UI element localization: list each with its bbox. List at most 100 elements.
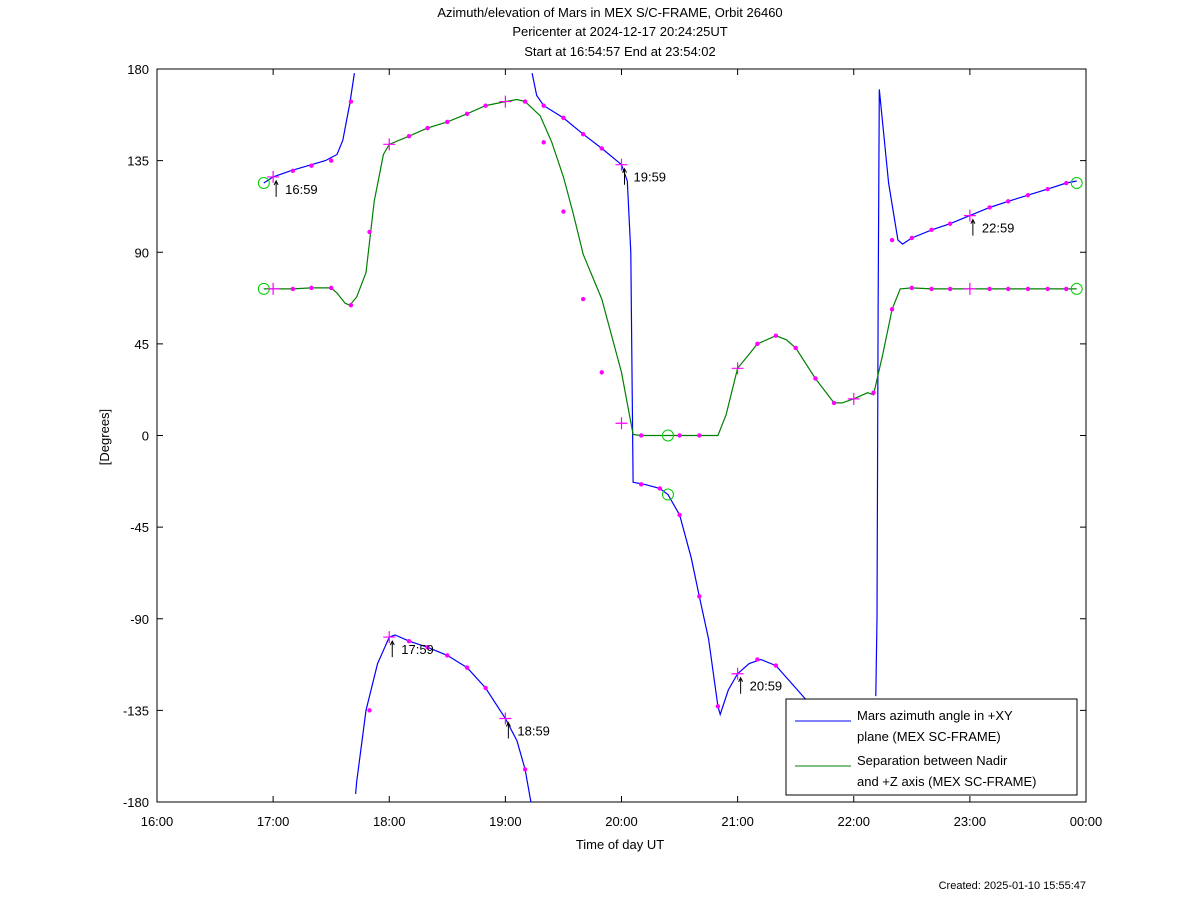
data-point-dot (773, 663, 779, 668)
annotation-label: 20:59 (750, 679, 783, 694)
data-point-dot (813, 376, 818, 381)
data-point-dot (580, 131, 586, 137)
data-point-dot (677, 433, 682, 438)
legend-box (785, 698, 1078, 796)
data-point-dot (909, 285, 915, 291)
data-point-dot (599, 146, 604, 151)
data-point-dot (541, 103, 546, 108)
data-point-dot (580, 296, 586, 302)
data-point-dot (1005, 286, 1011, 292)
x-tick-label: 18:00 (373, 814, 406, 829)
data-point-dot (367, 708, 372, 713)
endpoint-circle-marker (1070, 177, 1083, 190)
y-axis-label: [Degrees] (97, 409, 112, 465)
hour-cross-marker (963, 282, 976, 295)
y-tick-label: -45 (130, 520, 149, 535)
azimuth-series-line (531, 72, 816, 717)
endpoint-circle-marker (257, 282, 270, 295)
data-point-dot (1045, 186, 1050, 192)
data-point-dot (1025, 193, 1031, 198)
data-point-dot (367, 229, 372, 235)
data-point-dot (290, 168, 296, 174)
chart-title-line-2: Pericenter at 2024-12-17 20:24:25UT (512, 24, 727, 39)
x-tick-label: 21:00 (721, 814, 754, 829)
annotation-arrow (738, 676, 744, 694)
data-point-dot (947, 221, 953, 226)
data-point-dot (889, 307, 895, 312)
x-axis: 16:00 17:00 18:00 19:00 20:00 21:00 22:00 23:00… (141, 69, 1103, 829)
hour-cross-marker (731, 667, 744, 680)
data-point-dot (541, 140, 546, 145)
data-point-dot (947, 286, 953, 292)
annotation-label: 16:59 (285, 182, 318, 197)
x-axis-label: Time of day UT (576, 837, 664, 852)
marker-layer (257, 95, 1083, 772)
data-point-dot (929, 286, 934, 292)
data-point-dot (522, 99, 528, 104)
data-point-dot (406, 638, 412, 644)
data-point-dot (328, 158, 334, 163)
x-tick-label: 22:00 (837, 814, 870, 829)
data-point-dot (657, 486, 663, 491)
data-point-dot (987, 286, 992, 292)
annotation-label: 18:59 (517, 724, 550, 739)
created-footer: Created: 2025-01-10 15:55:47 (939, 880, 1086, 892)
endpoint-circle-marker (1070, 282, 1083, 295)
data-point-dot (1025, 286, 1031, 292)
y-tick-label: -180 (123, 795, 149, 810)
data-point-dot (1005, 199, 1011, 204)
annotation-layer: 16:59 17:59 18:59 19:59 20:59 22:59 (273, 167, 1014, 739)
data-point-dot (464, 665, 470, 670)
y-axis: 180 135 90 45 0 -45 -90 -135 -180 (123, 62, 1086, 810)
data-point-dot (290, 286, 296, 292)
data-point-dot (328, 285, 334, 291)
hour-cross-marker (499, 712, 512, 725)
y-tick-label: 45 (135, 337, 149, 352)
data-point-dot (909, 235, 915, 241)
chart-title-line-1: Azimuth/elevation of Mars in MEX S/C-FRA… (437, 5, 782, 20)
azimuth-series-line (263, 73, 355, 184)
data-point-dot (697, 433, 702, 438)
annotation-arrow (505, 721, 511, 739)
legend-label-separation-1: Separation between Nadir (857, 753, 1008, 768)
data-point-dot (445, 653, 450, 658)
endpoint-circle-marker (661, 488, 674, 501)
series-layer (263, 72, 1077, 803)
data-point-dot (715, 704, 721, 709)
hour-cross-marker (847, 392, 860, 405)
data-point-dot (1064, 286, 1069, 292)
data-point-dot (348, 99, 354, 104)
data-point-dot (599, 370, 604, 375)
data-point-dot (871, 390, 876, 395)
x-tick-label: 00:00 (1070, 814, 1103, 829)
data-point-dot (889, 237, 895, 243)
annotation-label: 17:59 (401, 642, 434, 657)
data-point-dot (309, 285, 314, 291)
data-point-dot (755, 657, 760, 662)
hour-cross-marker (499, 95, 512, 108)
data-point-dot (697, 594, 702, 599)
chart-title: Azimuth/elevation of Mars in MEX S/C-FRA… (437, 5, 782, 59)
data-point-dot (522, 767, 528, 772)
hour-cross-marker (615, 417, 628, 430)
x-tick-label: 19:00 (489, 814, 522, 829)
data-point-dot (425, 125, 430, 131)
y-tick-label: 135 (127, 154, 149, 169)
annotation-label: 19:59 (634, 170, 667, 185)
azimuth-series-line (875, 89, 1077, 697)
data-point-dot (483, 103, 488, 108)
plot-frame (156, 68, 1087, 803)
hour-cross-marker (383, 631, 396, 644)
data-point-dot (309, 163, 314, 168)
data-point-dot (677, 512, 682, 518)
legend-label-azimuth-1: Mars azimuth angle in +XY (857, 708, 1013, 723)
data-point-dot (1045, 286, 1050, 292)
separation-series-line (263, 98, 1077, 437)
hour-cross-marker (383, 138, 396, 151)
data-point-dot (831, 400, 837, 406)
legend: Mars azimuth angle in +XY plane (MEX SC-… (785, 698, 1078, 796)
chart-title-line-3: Start at 16:54:57 End at 23:54:02 (524, 44, 716, 59)
hour-cross-marker (615, 158, 628, 171)
data-point-dot (464, 111, 470, 116)
